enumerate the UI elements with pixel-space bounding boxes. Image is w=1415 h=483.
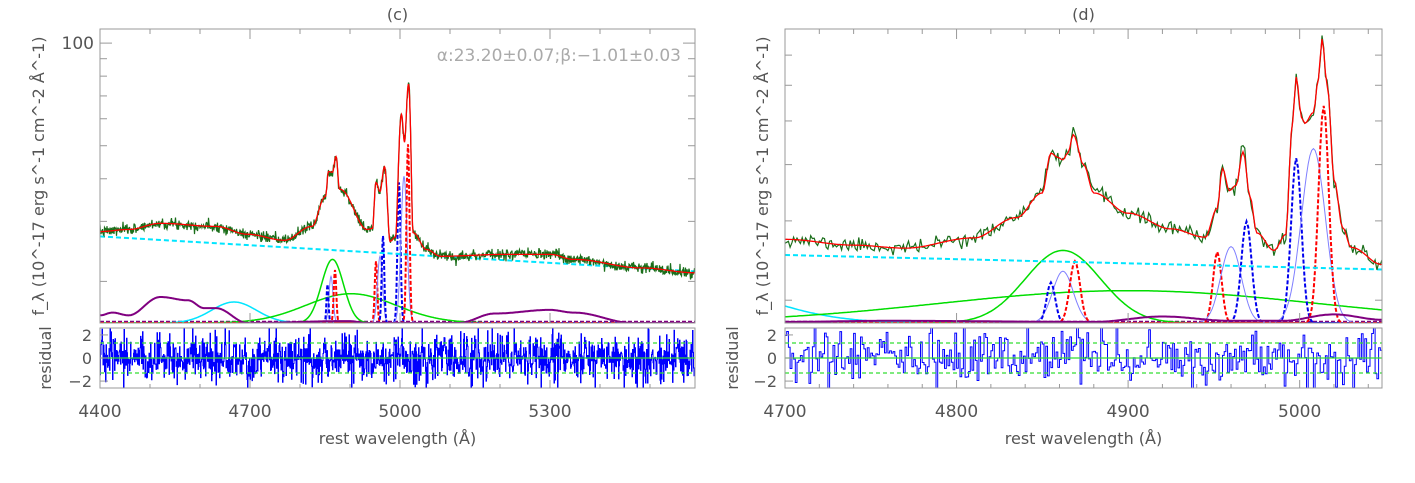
panel-title: (d) (1072, 5, 1095, 24)
component-narrow-red-line (100, 144, 695, 323)
best-fit-model-line (100, 83, 695, 274)
component-narrow-core-line (785, 147, 1382, 323)
residual-line (785, 328, 1382, 388)
fe-template-line (100, 296, 695, 323)
plot-frame (784, 28, 1383, 324)
residual-y-tick-label: −2 (68, 372, 92, 391)
residual-line (100, 328, 695, 388)
fe-template-line (785, 313, 1382, 323)
observed-spectrum-line (785, 35, 1382, 270)
residual-y-tick-label: 0 (767, 349, 777, 368)
plot-area (100, 82, 695, 323)
panel-c: (c) 100 4400 4700 5000 5300 rest wavelength (Å… (29, 5, 696, 448)
residual-area (100, 328, 695, 388)
x-tick-label: 5000 (378, 402, 421, 422)
x-axis-label: rest wavelength (Å) (1005, 429, 1162, 448)
residual-y-tick-label: 2 (82, 326, 92, 345)
residual-y-tick-label: −2 (753, 372, 777, 391)
plot-frame (99, 28, 696, 324)
fit-parameters-annotation: α:23.20±0.07;β:−1.01±0.03 (437, 46, 681, 66)
y-tick-label: 100 (62, 34, 94, 54)
component-broad-line (785, 289, 1382, 318)
residual-y-tick-label: 2 (767, 326, 777, 345)
x-tick-label: 5300 (528, 402, 571, 422)
component-narrow-blue-line (785, 158, 1382, 323)
y-axis-label: f_λ (10^-17 erg s^-1 cm^-2 Å^-1) (29, 37, 49, 316)
component-narrow-red-line (785, 105, 1382, 323)
component-narrow-red-line (785, 259, 1382, 323)
x-tick-label: 4800 (935, 402, 978, 422)
x-tick-label: 4400 (78, 402, 121, 422)
residual-axis-label: residual (723, 326, 742, 389)
x-tick-label: 4900 (1106, 402, 1149, 422)
power-law-continuum-line (785, 253, 1382, 271)
residual-axis-label: residual (36, 326, 55, 389)
residual-area (785, 328, 1382, 388)
best-fit-model-line (785, 38, 1382, 266)
x-axis-label: rest wavelength (Å) (319, 429, 476, 448)
component-narrow-blue-line (100, 182, 695, 323)
y-axis-label: f_λ (10^-17 erg s^-1 cm^-2 Å^-1) (753, 37, 773, 316)
component-narrow-core-line (100, 176, 695, 323)
component-broad-line (100, 258, 695, 323)
plot-area (785, 35, 1382, 323)
component-narrow-core-line (785, 270, 1382, 323)
panel-d: (d) 4700 4800 4900 5000 rest wavelength (Å) f_… (723, 5, 1383, 448)
component-continuum-feature-line (100, 301, 695, 323)
residual-y-tick-label: 0 (82, 349, 92, 368)
x-tick-label: 4700 (763, 402, 806, 422)
x-tick-label: 4700 (228, 402, 271, 422)
panel-title: (c) (387, 5, 408, 24)
component-broad-line (785, 249, 1382, 323)
power-law-continuum-line (100, 235, 695, 273)
x-tick-label: 5000 (1278, 402, 1321, 422)
component-narrow-red-line (100, 261, 695, 323)
